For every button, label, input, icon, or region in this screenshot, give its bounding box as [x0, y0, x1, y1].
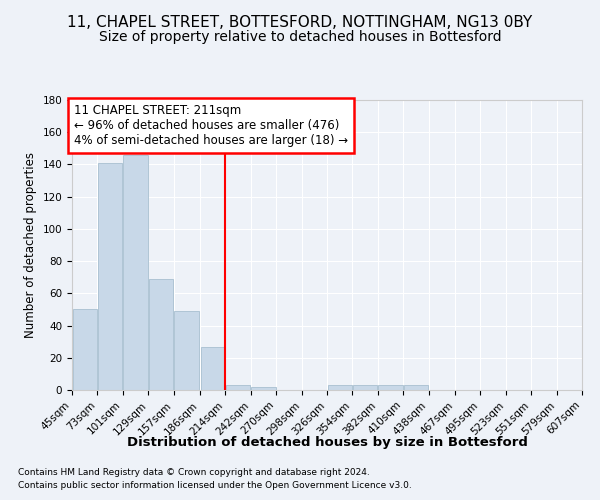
Bar: [226, 385, 250, 390]
Bar: [149, 279, 173, 390]
Bar: [124, 155, 148, 390]
Text: 11 CHAPEL STREET: 211sqm
← 96% of detached houses are smaller (476)
4% of semi-d: 11 CHAPEL STREET: 211sqm ← 96% of detach…: [74, 104, 348, 148]
Bar: [353, 385, 377, 390]
Bar: [251, 387, 275, 390]
Bar: [404, 385, 428, 390]
Bar: [200, 346, 224, 390]
Y-axis label: Number of detached properties: Number of detached properties: [24, 152, 37, 338]
Bar: [98, 163, 122, 390]
Bar: [583, 387, 600, 390]
Text: Distribution of detached houses by size in Bottesford: Distribution of detached houses by size …: [127, 436, 527, 449]
Text: Contains public sector information licensed under the Open Government Licence v3: Contains public sector information licen…: [18, 482, 412, 490]
Bar: [379, 385, 403, 390]
Text: Contains HM Land Registry data © Crown copyright and database right 2024.: Contains HM Land Registry data © Crown c…: [18, 468, 370, 477]
Bar: [175, 311, 199, 390]
Bar: [328, 385, 352, 390]
Bar: [73, 310, 97, 390]
Text: Size of property relative to detached houses in Bottesford: Size of property relative to detached ho…: [98, 30, 502, 44]
Text: 11, CHAPEL STREET, BOTTESFORD, NOTTINGHAM, NG13 0BY: 11, CHAPEL STREET, BOTTESFORD, NOTTINGHA…: [67, 15, 533, 30]
